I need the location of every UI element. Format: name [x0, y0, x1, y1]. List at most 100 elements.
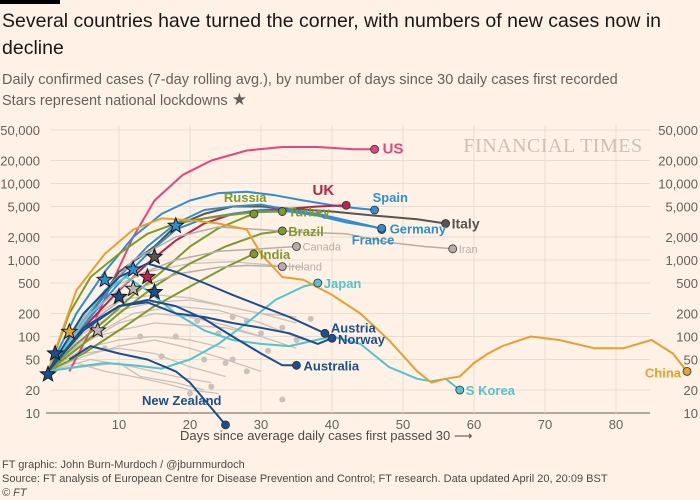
y-tick-label: 2,000	[665, 230, 698, 245]
series-line-austria	[47, 262, 326, 372]
x-tick-label: 20	[183, 417, 197, 432]
grey-end-dot	[279, 396, 286, 403]
y-tick-label: 50	[684, 353, 698, 368]
chart-area: 50,000 20,000 10,000 5,000 2,000 1,000 500 200 1…	[0, 123, 698, 432]
grey-end-dot	[201, 356, 208, 363]
highlighted-series	[47, 146, 688, 426]
y-tick-label: 20,000	[0, 153, 40, 168]
end-dot-austria	[320, 328, 330, 338]
series-label: Germany	[390, 222, 447, 237]
series-label: Iran	[459, 244, 478, 256]
end-dot-ireland	[277, 262, 287, 271]
series-label: Spain	[373, 190, 408, 205]
y-tick-label: 100	[676, 330, 698, 345]
x-tick-label: 40	[325, 417, 339, 432]
y-tick-label: 500	[676, 276, 698, 291]
end-dots	[221, 144, 692, 430]
grey-country-line	[47, 339, 262, 373]
lockdown-star-icon	[95, 270, 114, 288]
end-dot-new-zealand	[221, 420, 230, 430]
y-tick-label: 50,000	[0, 123, 40, 138]
y-tick-label: 200	[676, 306, 698, 321]
ft-brand-bar	[0, 0, 60, 4]
series-label: China	[645, 365, 682, 380]
y-tick-label: 200	[18, 306, 40, 321]
end-dot-france	[377, 223, 387, 233]
grey-end-dot	[194, 317, 201, 324]
grey-end-dot	[243, 368, 250, 375]
end-dot-uk	[341, 200, 351, 210]
footer: FT graphic: John Burn-Murdoch / @jburnmu…	[2, 458, 608, 500]
end-dot-spain	[370, 205, 380, 215]
lockdown-star-icon	[124, 279, 143, 297]
subtitle-line: Daily confirmed cases (7-day rolling avg…	[2, 72, 618, 88]
grey-end-dot	[293, 337, 300, 344]
lockdown-stars	[39, 216, 185, 382]
end-dot-japan	[313, 278, 323, 288]
end-dot-australia	[292, 360, 301, 370]
series-line-iran	[47, 226, 453, 372]
series-label: Italy	[452, 216, 480, 232]
series-label: S Korea	[466, 383, 516, 398]
grey-end-dot	[279, 324, 286, 331]
series-label: US	[383, 140, 404, 157]
end-dot-brazil	[277, 226, 287, 236]
grey-end-dot	[265, 347, 272, 354]
series-line-turkey	[47, 210, 283, 372]
chart-title: Several countries have turned the corner…	[2, 10, 662, 59]
grey-end-dot	[307, 315, 314, 322]
grey-country-line	[47, 358, 212, 384]
series-label: Norway	[338, 332, 386, 347]
y-tick-label: 5,000	[7, 200, 40, 215]
y-tick-label: 20,000	[658, 153, 698, 168]
copyright: © FT	[2, 487, 27, 499]
y-tick-label: 10,000	[658, 177, 698, 192]
series-line-s-korea	[47, 276, 461, 391]
series-line-new-zealand	[68, 345, 227, 426]
grey-end-dot	[222, 360, 229, 367]
end-dot-s-korea	[455, 385, 465, 395]
lockdown-star-icon	[124, 260, 143, 278]
lockdown-star-icon	[145, 247, 164, 265]
x-tick-label: 50	[396, 417, 410, 432]
lockdown-star-icon	[39, 365, 57, 382]
x-tick-label: 30	[254, 417, 268, 432]
series-label: Turkey	[288, 205, 330, 220]
series-label: Australia	[304, 358, 360, 373]
end-dot-norway	[327, 333, 337, 343]
series-line-australia	[47, 299, 297, 373]
lockdown-star-icon	[166, 216, 185, 234]
grey-end-dot	[137, 333, 144, 340]
end-dot-iran	[448, 244, 458, 254]
y-tick-label: 2,000	[7, 230, 40, 245]
end-dot-us	[370, 144, 380, 154]
series-label: Russia	[224, 190, 267, 205]
y-tick-label: 1,000	[665, 253, 698, 268]
credit: FT graphic: John Burn-Murdoch / @jburnmu…	[2, 459, 245, 471]
y-tick-label: 20	[684, 383, 698, 398]
y-tick-label: 10	[26, 406, 40, 421]
chart-subtitle: Daily confirmed cases (7-day rolling avg…	[2, 70, 618, 111]
end-dot-canada	[292, 242, 301, 251]
grey-end-dot	[187, 390, 193, 397]
lockdown-star-icon	[138, 267, 157, 285]
series-label: New Zealand	[142, 393, 222, 408]
end-dot-russia	[249, 209, 259, 219]
star-note-text: Stars represent national lockdowns	[2, 93, 228, 109]
series-line-uk	[47, 204, 347, 373]
grey-end-dot	[208, 383, 215, 390]
x-tick-label: 70	[538, 417, 552, 432]
y-tick-label: 5,000	[665, 200, 698, 215]
y-tick-label: 20	[26, 383, 40, 398]
end-dot-china	[682, 366, 692, 376]
star-note: Stars represent national lockdowns ★	[2, 90, 618, 111]
y-axis-left: 50,000 20,000 10,000 5,000 2,000 1,000 500 200 1…	[0, 123, 40, 421]
grey-end-dot	[229, 313, 236, 320]
end-dot-italy	[441, 219, 451, 228]
x-tick-label: 80	[609, 417, 623, 432]
grey-end-dot	[172, 333, 179, 340]
series-label: Ireland	[288, 262, 322, 274]
series-line-japan	[47, 282, 319, 373]
source: Source: FT analysis of European Centre f…	[2, 473, 608, 485]
end-dot-turkey	[277, 207, 287, 216]
